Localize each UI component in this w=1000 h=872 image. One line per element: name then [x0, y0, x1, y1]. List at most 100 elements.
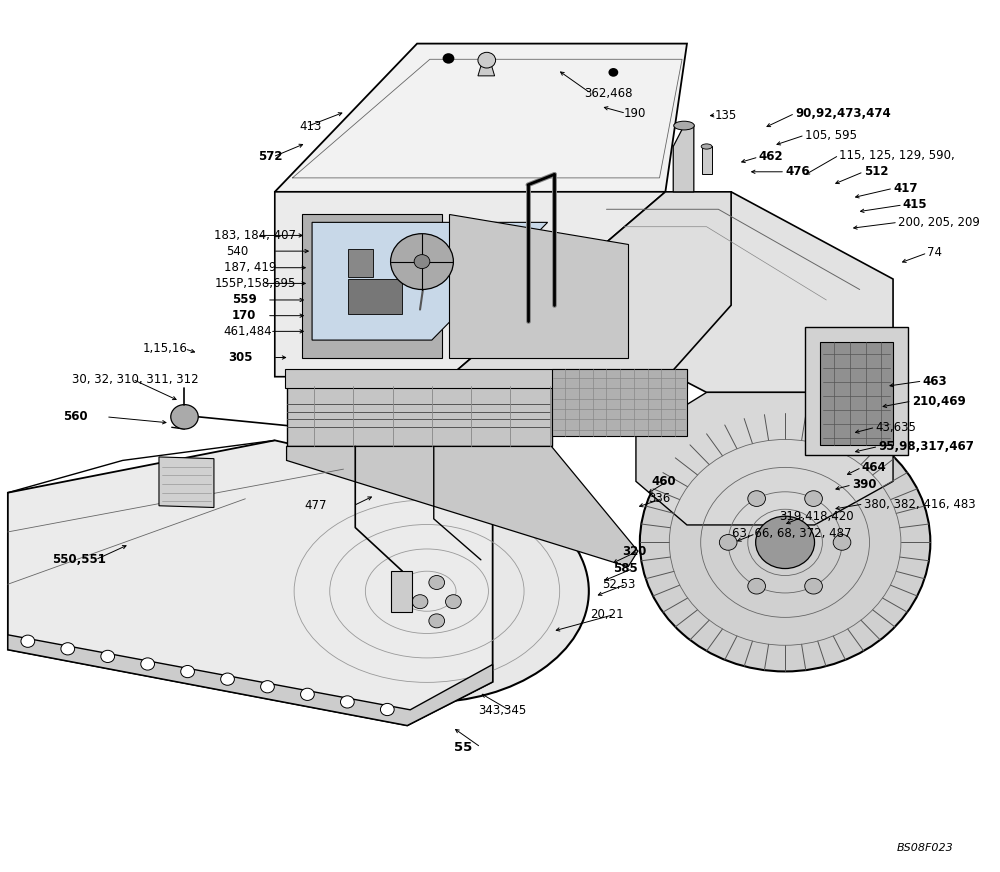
Text: 115, 125, 129, 590,: 115, 125, 129, 590,: [839, 149, 955, 161]
Text: BS08F023: BS08F023: [897, 843, 954, 853]
Text: 559: 559: [232, 294, 256, 306]
Text: 320: 320: [622, 545, 647, 557]
Text: 413: 413: [299, 120, 322, 133]
Text: 105, 595: 105, 595: [805, 129, 857, 141]
Polygon shape: [702, 146, 712, 174]
Circle shape: [412, 595, 428, 609]
Polygon shape: [275, 44, 687, 192]
Text: 464: 464: [862, 461, 886, 473]
Polygon shape: [820, 342, 893, 445]
Circle shape: [719, 535, 737, 550]
Circle shape: [391, 234, 453, 290]
Text: 20,21: 20,21: [590, 609, 623, 621]
Text: 187, 419: 187, 419: [224, 262, 276, 274]
Circle shape: [748, 491, 765, 507]
Text: 390: 390: [852, 479, 876, 491]
Text: 550,551: 550,551: [52, 554, 106, 566]
Circle shape: [340, 696, 354, 708]
Polygon shape: [478, 63, 495, 76]
Circle shape: [805, 491, 822, 507]
Text: 183, 184, 407: 183, 184, 407: [214, 229, 296, 242]
Text: 540: 540: [226, 245, 248, 257]
Circle shape: [429, 614, 445, 628]
Circle shape: [748, 578, 765, 594]
Polygon shape: [673, 126, 694, 192]
Text: 95,98,317,467: 95,98,317,467: [878, 440, 974, 453]
Circle shape: [21, 635, 35, 647]
Text: 572: 572: [258, 151, 283, 163]
Text: 135: 135: [714, 109, 737, 121]
Text: 512: 512: [864, 166, 888, 178]
Ellipse shape: [701, 144, 712, 149]
Text: 463: 463: [922, 375, 947, 387]
Text: 477: 477: [304, 500, 327, 512]
Text: 585: 585: [613, 562, 638, 575]
Circle shape: [221, 673, 234, 685]
Circle shape: [61, 643, 75, 655]
Text: 415: 415: [903, 199, 927, 211]
Polygon shape: [552, 369, 687, 436]
Polygon shape: [589, 192, 893, 392]
Text: 43,635: 43,635: [875, 421, 916, 433]
Text: 90,92,473,474: 90,92,473,474: [795, 107, 891, 119]
Circle shape: [640, 413, 930, 671]
Polygon shape: [8, 635, 493, 726]
Text: 380, 382, 416, 483: 380, 382, 416, 483: [864, 498, 975, 510]
Text: 63, 66, 68, 372, 487: 63, 66, 68, 372, 487: [732, 528, 852, 540]
Text: 55: 55: [454, 741, 473, 753]
Polygon shape: [391, 571, 412, 612]
Circle shape: [805, 578, 822, 594]
Polygon shape: [805, 327, 908, 455]
Polygon shape: [312, 222, 548, 340]
Circle shape: [833, 535, 851, 550]
Text: 170: 170: [232, 310, 256, 322]
Circle shape: [429, 576, 445, 589]
Polygon shape: [287, 386, 552, 446]
Text: 460: 460: [652, 475, 676, 487]
Circle shape: [261, 681, 274, 693]
Circle shape: [141, 657, 155, 670]
Circle shape: [171, 405, 198, 429]
Circle shape: [181, 665, 194, 678]
Text: 417: 417: [893, 182, 918, 194]
Text: 461,484: 461,484: [224, 325, 272, 337]
Polygon shape: [275, 192, 665, 377]
Polygon shape: [287, 446, 638, 567]
Text: 155P,158,695: 155P,158,695: [215, 277, 296, 290]
Polygon shape: [449, 192, 731, 377]
Circle shape: [478, 52, 496, 68]
Text: 476: 476: [785, 166, 810, 178]
Polygon shape: [285, 369, 687, 388]
Text: 1,15,16: 1,15,16: [142, 343, 187, 355]
Polygon shape: [449, 214, 628, 358]
Circle shape: [443, 53, 454, 64]
Text: 560: 560: [63, 411, 87, 423]
Polygon shape: [348, 249, 373, 277]
Text: 319,418,420: 319,418,420: [779, 510, 854, 522]
Text: 210,469: 210,469: [912, 395, 965, 407]
Text: 462: 462: [759, 151, 783, 163]
Circle shape: [756, 516, 815, 569]
Circle shape: [608, 68, 618, 77]
Text: 30, 32, 310, 311, 312: 30, 32, 310, 311, 312: [72, 373, 198, 385]
Text: 200, 205, 209: 200, 205, 209: [898, 216, 980, 228]
Ellipse shape: [674, 121, 694, 130]
Polygon shape: [159, 457, 214, 508]
Text: 190: 190: [623, 107, 646, 119]
Text: 336: 336: [648, 493, 670, 505]
Circle shape: [414, 255, 430, 269]
Circle shape: [446, 595, 461, 609]
Text: 362,468: 362,468: [584, 87, 632, 99]
Circle shape: [301, 688, 314, 700]
Polygon shape: [636, 392, 893, 525]
Circle shape: [380, 704, 394, 716]
Ellipse shape: [265, 480, 589, 703]
Text: 52,53: 52,53: [603, 578, 636, 590]
Circle shape: [101, 651, 115, 663]
Polygon shape: [8, 440, 493, 726]
Polygon shape: [348, 279, 402, 314]
Text: 343,345: 343,345: [478, 705, 526, 717]
Polygon shape: [302, 214, 442, 358]
Text: 74: 74: [927, 247, 942, 259]
Text: 305: 305: [229, 351, 253, 364]
